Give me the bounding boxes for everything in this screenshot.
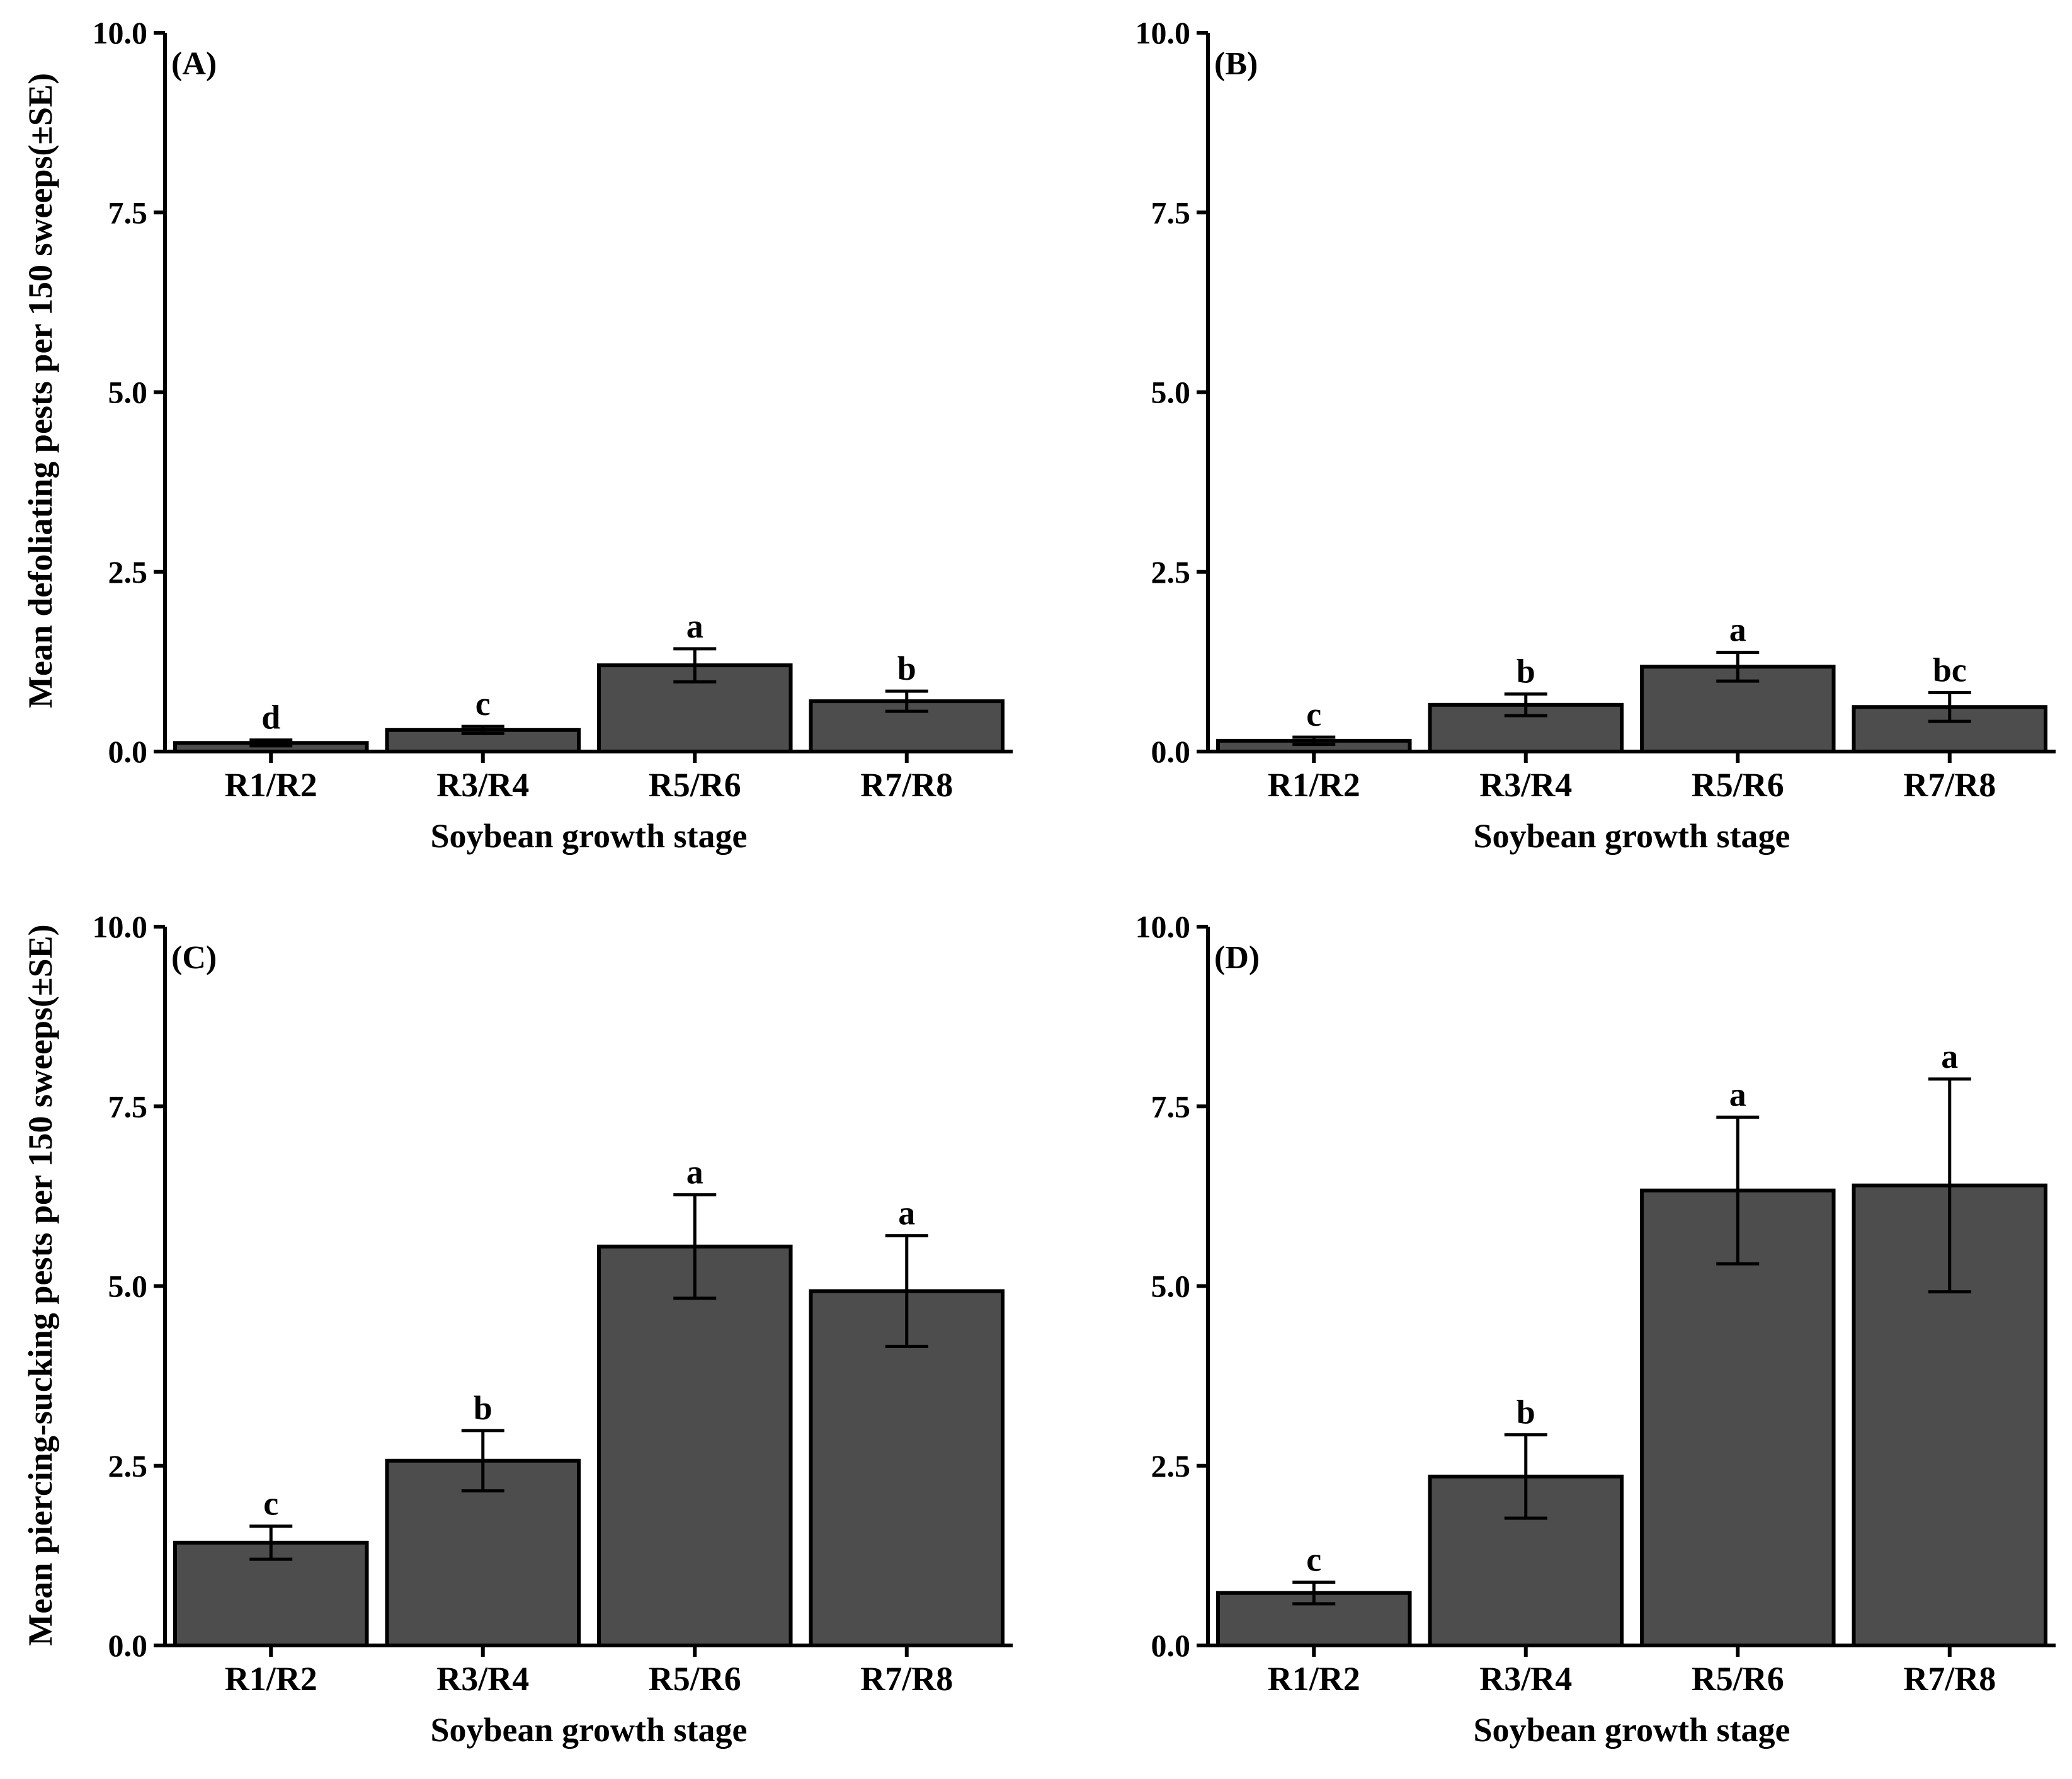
- y-tick-label: 10.0: [93, 15, 148, 50]
- x-tick-label: R1/R2: [1268, 766, 1360, 804]
- y-tick-label: 0.0: [1151, 1628, 1191, 1663]
- panel-label: (B): [1214, 46, 1258, 82]
- x-tick-label: R7/R8: [860, 1660, 953, 1698]
- significance-letter: a: [1729, 611, 1746, 649]
- panel-label: (C): [171, 940, 217, 976]
- y-tick-label: 2.5: [108, 1448, 148, 1484]
- y-tick-label: 2.5: [1151, 554, 1191, 590]
- significance-letter: b: [1517, 653, 1535, 690]
- x-tick-label: R5/R6: [649, 1660, 741, 1698]
- panel-label: (D): [1214, 940, 1260, 976]
- significance-letter: b: [1517, 1393, 1535, 1431]
- x-tick-label: R5/R6: [1692, 1660, 1784, 1698]
- bar: [596, 1244, 793, 1647]
- significance-letter: c: [1306, 1541, 1321, 1579]
- y-axis-title-top: Mean defoliating pests per 150 sweeps(±S…: [21, 73, 59, 708]
- y-tick-label: 7.5: [1151, 195, 1191, 230]
- y-axis-title-bottom: Mean piercing-sucking pests per 150 swee…: [21, 924, 59, 1645]
- significance-letter: d: [261, 699, 280, 736]
- significance-letter: a: [686, 607, 703, 645]
- y-tick-label: 7.5: [108, 195, 148, 230]
- significance-letter: c: [263, 1485, 278, 1523]
- y-tick-label: 7.5: [1151, 1089, 1191, 1124]
- x-axis-title: Soybean growth stage: [1473, 817, 1790, 855]
- panel-label: (A): [171, 46, 217, 82]
- chart-panel-2: 0.0 2.5 5.0 7.5 10.0 c R1/R2 b R3/R4 a R5/R6 bc R7/R…: [1136, 15, 2056, 855]
- x-tick-label: R3/R4: [1479, 766, 1572, 804]
- x-tick-label: R3/R4: [1479, 1660, 1572, 1698]
- y-tick-label: 10.0: [93, 909, 148, 944]
- y-tick-label: 5.0: [108, 1269, 148, 1304]
- significance-letter: c: [475, 685, 491, 723]
- x-axis-title: Soybean growth stage: [430, 817, 747, 855]
- significance-letter: b: [897, 649, 916, 687]
- y-tick-label: 5.0: [1151, 1269, 1191, 1304]
- significance-letter: a: [898, 1194, 915, 1232]
- y-tick-label: 7.5: [108, 1089, 148, 1124]
- bar: [1639, 1188, 1836, 1647]
- bar: [385, 1458, 581, 1647]
- x-axis-title: Soybean growth stage: [1473, 1711, 1790, 1749]
- x-tick-label: R7/R8: [1903, 1660, 1996, 1698]
- significance-letter: c: [1306, 695, 1321, 733]
- chart-panel-4: 0.0 2.5 5.0 7.5 10.0 c R1/R2 b R3/R4 a R5/R6 a R7/R8…: [1136, 909, 2056, 1749]
- y-tick-label: 5.0: [108, 375, 148, 410]
- x-axis-title: Soybean growth stage: [430, 1711, 747, 1749]
- y-tick-label: 0.0: [108, 1628, 148, 1663]
- y-tick-label: 5.0: [1151, 375, 1191, 410]
- significance-letter: bc: [1933, 651, 1967, 689]
- x-tick-label: R7/R8: [1903, 766, 1996, 804]
- y-tick-label: 2.5: [1151, 1448, 1191, 1484]
- x-tick-label: R3/R4: [436, 766, 529, 804]
- x-tick-label: R1/R2: [225, 766, 317, 804]
- y-tick-label: 0.0: [1151, 734, 1191, 769]
- chart-panel-3: 0.0 2.5 5.0 7.5 10.0 c R1/R2 b R3/R4 a R5/R6 a R7/R8…: [93, 909, 1013, 1749]
- significance-letter: b: [474, 1389, 492, 1427]
- chart-panel-1: 0.0 2.5 5.0 7.5 10.0 d R1/R2 c R3/R4 a R5/R6 b R7/R8…: [93, 15, 1013, 855]
- significance-letter: a: [1941, 1038, 1958, 1075]
- y-tick-label: 10.0: [1136, 909, 1191, 944]
- x-tick-label: R3/R4: [436, 1660, 529, 1698]
- significance-letter: a: [686, 1153, 703, 1191]
- x-tick-label: R7/R8: [860, 766, 953, 804]
- y-tick-label: 2.5: [108, 554, 148, 590]
- x-tick-label: R5/R6: [1692, 766, 1784, 804]
- y-tick-label: 10.0: [1136, 15, 1191, 50]
- y-tick-label: 0.0: [108, 734, 148, 769]
- x-tick-label: R1/R2: [1268, 1660, 1360, 1698]
- x-tick-label: R5/R6: [649, 766, 741, 804]
- x-tick-label: R1/R2: [225, 1660, 317, 1698]
- bar: [809, 1289, 1005, 1648]
- significance-letter: a: [1729, 1075, 1746, 1113]
